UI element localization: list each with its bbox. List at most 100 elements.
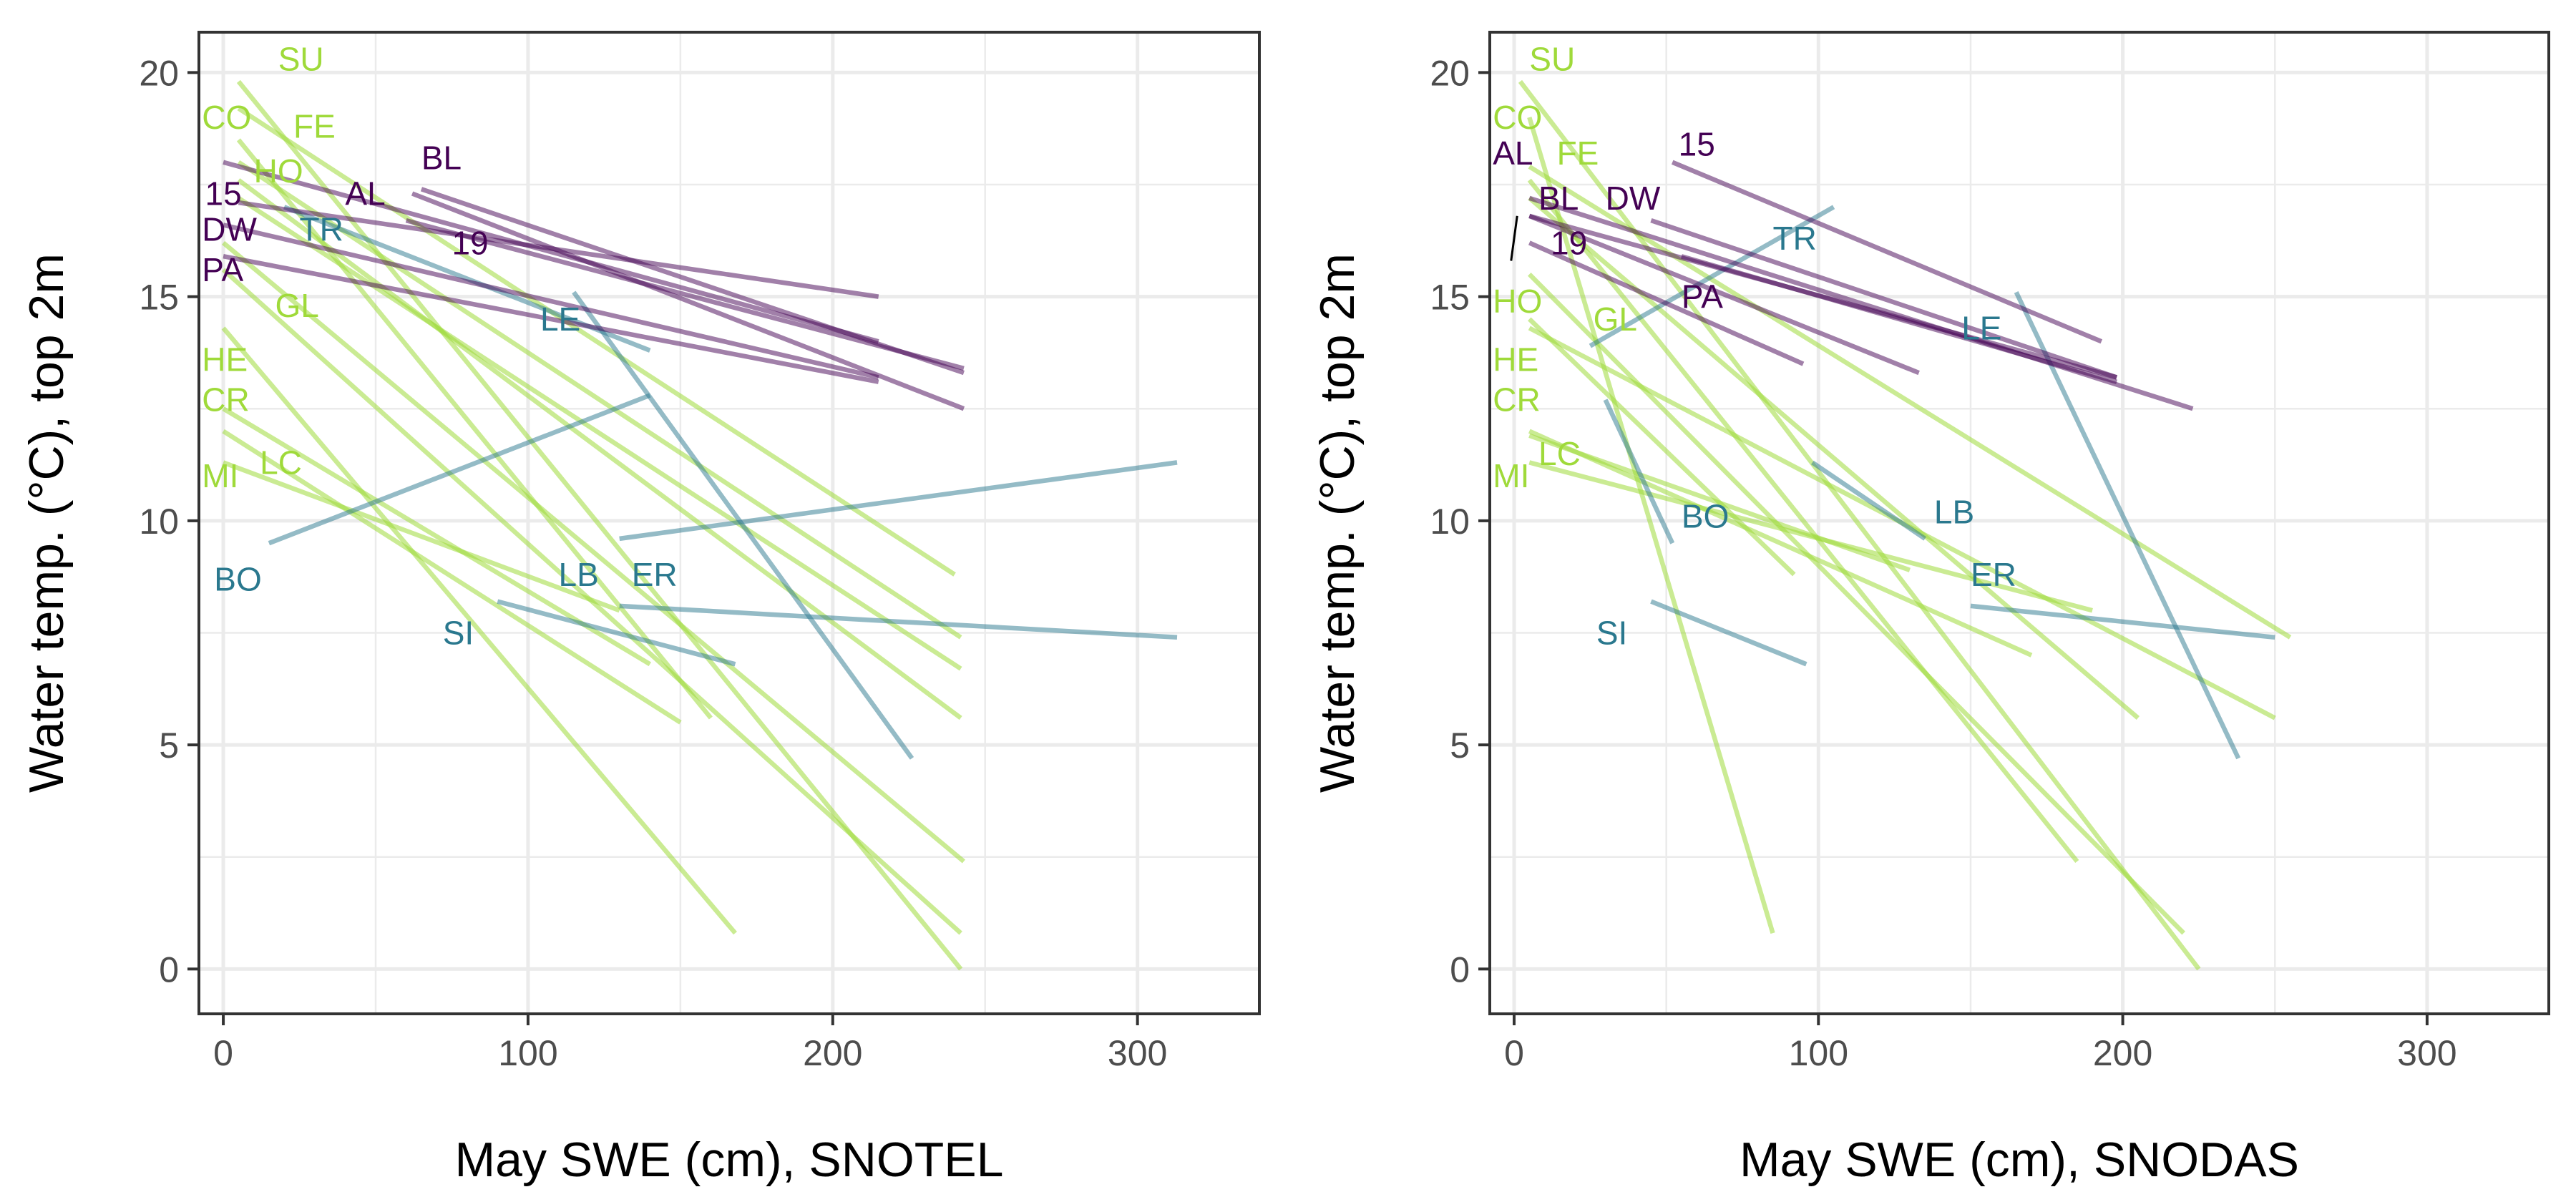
site-label: LE — [1961, 309, 2001, 346]
series-line-purple — [405, 218, 965, 371]
x-tick-label: 0 — [213, 1033, 233, 1073]
y-tick-label: 0 — [159, 949, 179, 990]
site-label: SI — [1596, 614, 1627, 651]
site-label: AL — [1493, 135, 1533, 172]
series-line-green — [222, 429, 682, 725]
series-layer — [221, 79, 1178, 971]
series-line-purple — [1671, 160, 2103, 344]
site-label: LE — [540, 300, 580, 338]
series-line-teal — [268, 393, 651, 546]
y-axis-title: Water temp. (°C), top 2m — [19, 253, 74, 793]
y-tick-label: 0 — [1450, 949, 1470, 990]
site-label: AL — [345, 175, 385, 212]
x-axis-title: May SWE (cm), SNOTEL — [455, 1133, 1004, 1187]
tick-layer: 0 100 200 300 0 5 10 15 20 — [1430, 53, 2457, 1073]
series-line-teal — [619, 460, 1178, 542]
site-label: CO — [1493, 99, 1542, 136]
series-line-green — [237, 106, 956, 577]
series-line-purple — [1528, 240, 1805, 366]
site-label: MI — [202, 457, 238, 494]
series-line-green — [237, 160, 962, 640]
series-line-teal — [1970, 603, 2275, 640]
site-label: BO — [214, 560, 261, 597]
site-label: PA — [202, 251, 243, 288]
series-line-teal — [1810, 460, 1927, 541]
site-label: DW — [202, 211, 257, 248]
site-label: FE — [1557, 135, 1599, 172]
site-label: BO — [1682, 498, 1729, 535]
series-line-teal — [1589, 205, 1835, 348]
x-tick-label: 100 — [1789, 1033, 1848, 1073]
site-label: HE — [1493, 341, 1538, 378]
site-label: BL — [421, 139, 462, 176]
series-line-teal — [1603, 399, 1675, 544]
series-line-green — [221, 326, 737, 935]
series-line-green — [222, 240, 965, 864]
series-line-purple — [223, 223, 879, 380]
series-line-green — [1527, 178, 2079, 864]
site-label: PA — [1682, 278, 1723, 316]
series-line-purple — [1680, 254, 2118, 384]
site-label: TR — [1773, 220, 1817, 257]
label-leader-line — [1510, 215, 1518, 261]
series-line-teal — [572, 290, 914, 760]
site-label: SU — [278, 41, 324, 78]
site-label: LB — [1934, 493, 1974, 530]
site-label: 19 — [452, 224, 488, 261]
x-tick-label: 300 — [1108, 1033, 1167, 1073]
y-axis-title: Water temp. (°C), top 2m — [1310, 253, 1365, 793]
series-line-green — [1528, 196, 2140, 720]
series-line-teal — [619, 603, 1178, 640]
x-tick-label: 0 — [1504, 1033, 1524, 1073]
series-line-green — [1527, 117, 1775, 934]
x-tick-label: 300 — [2397, 1033, 2457, 1073]
y-tick-label: 5 — [1450, 725, 1470, 766]
site-label: ER — [632, 556, 678, 593]
site-label: CR — [202, 381, 249, 419]
x-axis-title: May SWE (cm), SNODAS — [1740, 1133, 2299, 1187]
series-line-green — [1528, 433, 1911, 572]
y-tick-label: 20 — [139, 53, 179, 93]
plot-frame — [1488, 31, 2550, 1015]
site-label: ER — [1971, 556, 2016, 593]
series-line-purple — [1528, 213, 1920, 376]
site-label: HO — [254, 152, 303, 190]
series-line-green — [1528, 429, 2033, 658]
y-tick-label: 15 — [1430, 278, 1470, 318]
x-tick-label: 200 — [803, 1033, 862, 1073]
plot-frame — [197, 31, 1261, 1015]
series-line-green — [237, 196, 962, 671]
x-tick-label: 100 — [498, 1033, 557, 1073]
series-line-teal — [2014, 291, 2241, 760]
series-line-teal — [497, 599, 736, 667]
series-line-purple — [411, 191, 965, 411]
series-line-purple — [1650, 218, 2118, 380]
y-tick-label: 5 — [159, 725, 179, 766]
series-line-purple — [223, 254, 879, 384]
series-line-green — [222, 460, 620, 613]
site-label: BL — [1538, 180, 1579, 217]
site-label: LC — [260, 444, 302, 481]
site-label: FE — [293, 108, 336, 145]
site-label: SU — [1529, 41, 1575, 78]
y-tick-label: 10 — [139, 502, 179, 542]
site-label: HE — [202, 341, 248, 378]
site-label: HO — [1493, 283, 1542, 320]
site-label: 15 — [205, 175, 242, 212]
series-layer — [1510, 79, 2292, 971]
site-label: MI — [1493, 457, 1529, 494]
tick-layer: 0 100 200 300 0 5 10 15 20 — [139, 53, 1167, 1073]
series-line-purple — [223, 160, 879, 344]
x-tick-label: 200 — [2093, 1033, 2152, 1073]
site-label: 19 — [1551, 224, 1587, 261]
site-label: TR — [300, 211, 343, 248]
series-line-green — [236, 79, 963, 971]
site-label: LC — [1538, 435, 1581, 472]
grid-layer — [1490, 32, 2549, 1014]
site-label: LB — [559, 556, 599, 593]
